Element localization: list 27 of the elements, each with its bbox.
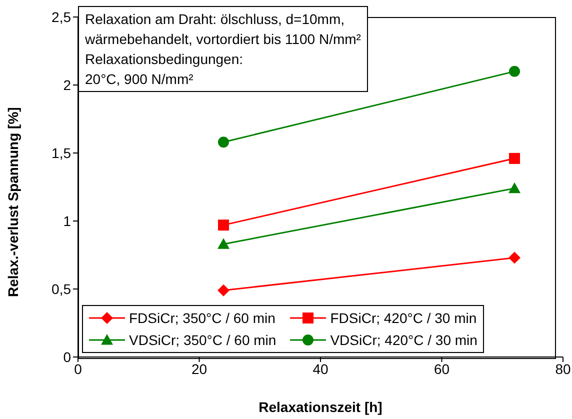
- legend-label: VDSiCr; 350°C / 60 min: [129, 332, 276, 348]
- y-tick-label: 0: [63, 348, 72, 365]
- y-tick-label: 1: [63, 212, 72, 229]
- x-tick-label: 0: [74, 360, 82, 377]
- legend-label: FDSiCr; 420°C / 30 min: [330, 310, 477, 326]
- annotation: Relaxationsbedingungen:: [85, 50, 244, 69]
- x-axis-title: Relaxationszeit [h]: [258, 399, 382, 415]
- point: [218, 220, 229, 231]
- y-axis-title: Relax.-verlust Spannung [%]: [4, 107, 21, 297]
- point: [509, 152, 520, 164]
- annotation: wärmebehandelt, vortordiert bis 1100 N/mm²: [85, 30, 361, 49]
- point: [218, 284, 230, 296]
- x-tick-label: 60: [434, 360, 450, 377]
- point: [218, 136, 229, 148]
- point: [508, 252, 520, 264]
- legend-label: FDSiCr; 350°C / 60 min: [129, 310, 276, 326]
- y-tick-label: 0,5: [52, 280, 72, 297]
- annotation: 20°C, 900 N/mm²: [85, 70, 194, 89]
- legend-label: VDSiCr; 420°C / 30 min: [330, 332, 478, 348]
- x-tick-label: 80: [555, 360, 571, 377]
- y-tick-label: 2,5: [52, 8, 72, 25]
- point: [509, 66, 520, 77]
- y-tick-label: 2: [63, 76, 72, 93]
- x-tick-label: 20: [191, 360, 208, 377]
- y-tick-label: 1,5: [52, 144, 72, 161]
- annotation: Relaxation am Draht: ölschluss, d=10mm,: [85, 10, 346, 29]
- x-tick-label: 40: [312, 360, 328, 377]
